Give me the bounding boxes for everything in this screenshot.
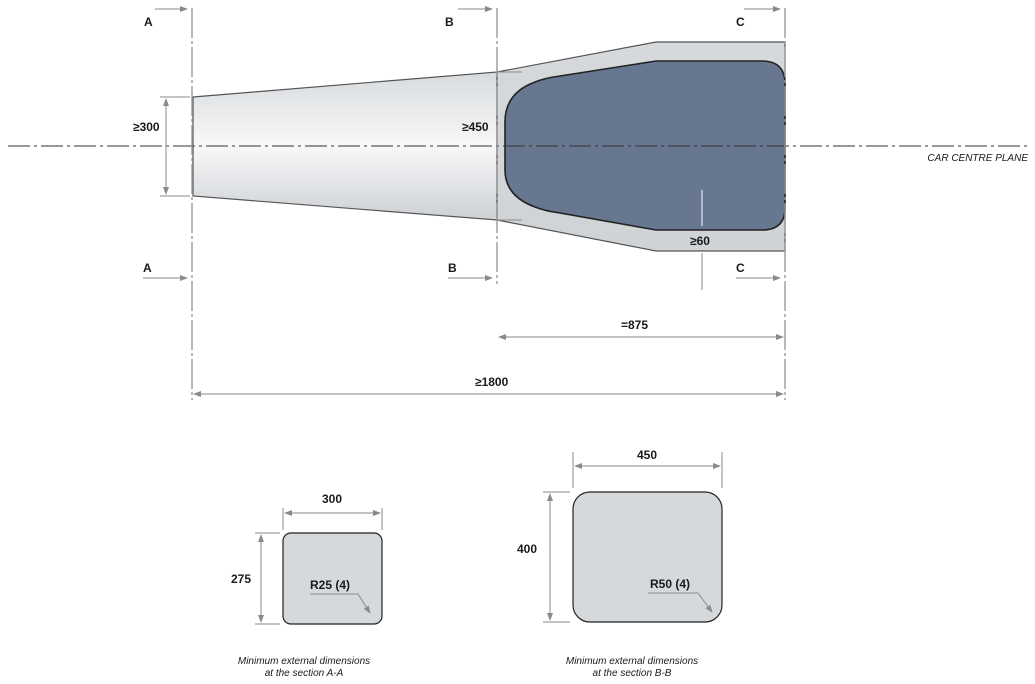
section-bb-radius-leader bbox=[648, 592, 713, 613]
section-a-bottom-label: A bbox=[143, 261, 152, 275]
section-b-top-label: B bbox=[445, 15, 454, 29]
dim-300-label: ≥300 bbox=[133, 120, 160, 134]
section-bb-shape bbox=[572, 491, 723, 623]
section-c-top-label: C bbox=[736, 15, 745, 29]
section-bb-radius-label: R50 (4) bbox=[650, 577, 690, 591]
section-bb-caption-1: Minimum external dimensions bbox=[566, 656, 698, 667]
section-aa-height-label: 275 bbox=[231, 572, 251, 586]
section-bb-caption-2: at the section B-B bbox=[593, 668, 672, 679]
dim-1800-label: ≥1800 bbox=[475, 375, 509, 389]
section-c-bottom-label: C bbox=[736, 261, 745, 275]
dim-60-label: ≥60 bbox=[690, 234, 710, 248]
dim-875-label: =875 bbox=[621, 318, 648, 332]
section-aa-caption-2: at the section A-A bbox=[265, 668, 344, 679]
section-aa-radius-label: R25 (4) bbox=[310, 578, 350, 592]
section-bb-width-label: 450 bbox=[637, 448, 657, 462]
section-aa-width-label: 300 bbox=[322, 492, 342, 506]
section-aa-shape bbox=[282, 532, 383, 625]
section-aa-caption-1: Minimum external dimensions bbox=[238, 656, 370, 667]
section-bb-height-label: 400 bbox=[517, 542, 537, 556]
section-b-bottom-label: B bbox=[448, 261, 457, 275]
car-centre-plane-label: CAR CENTRE PLANE bbox=[927, 153, 1028, 164]
section-aa-radius-leader bbox=[310, 593, 371, 614]
dim-450-label: ≥450 bbox=[462, 120, 489, 134]
section-a-top-label: A bbox=[144, 15, 153, 29]
